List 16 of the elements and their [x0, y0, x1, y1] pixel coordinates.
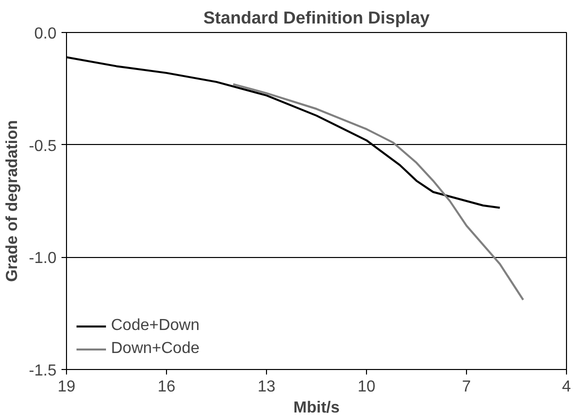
- x-tick-label: 10: [358, 378, 376, 396]
- x-tick-label: 13: [258, 378, 276, 396]
- x-tick-label: 7: [462, 378, 472, 396]
- chart-title: Standard Definition Display: [203, 8, 430, 28]
- x-axis-title: Mbit/s: [293, 400, 340, 416]
- x-tick-label: 4: [562, 378, 572, 396]
- x-tick-label: 19: [58, 378, 76, 396]
- y-tick-label: -1.5: [28, 362, 57, 380]
- legend-label: Code+Down: [111, 317, 200, 335]
- legend-label: Down+Code: [111, 340, 200, 358]
- line-series: [232, 83, 524, 301]
- y-tick-label: -1.0: [28, 250, 57, 268]
- y-tick-label: 0.0: [34, 26, 57, 42]
- x-tick-label: 16: [158, 378, 176, 396]
- y-axis-title: Grade of degradation: [4, 120, 21, 282]
- y-tick-label: -0.5: [28, 138, 57, 155]
